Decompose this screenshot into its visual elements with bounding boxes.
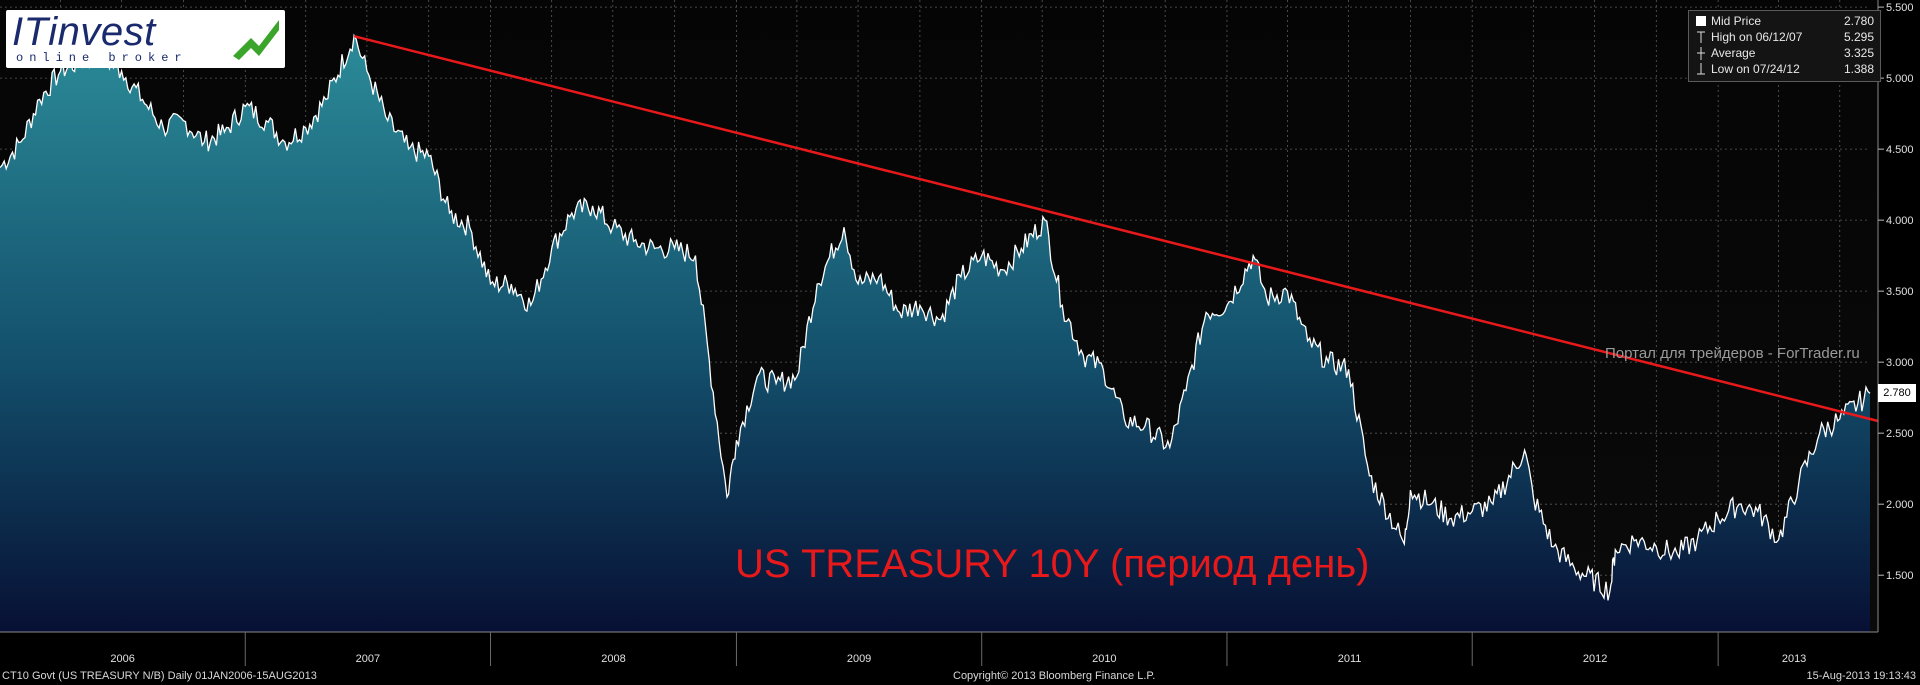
watermark: Портал для трейдеров - ForTrader.ru: [1605, 345, 1860, 362]
legend-label: Low on 07/24/12: [1711, 62, 1800, 76]
legend-row-low: Low on 07/24/12 1.388: [1695, 61, 1874, 77]
footer: CT10 Govt (US TREASURY N/B) Daily 01JAN2…: [0, 668, 1920, 685]
logo-mark-icon: [233, 20, 279, 60]
legend-value: 1.388: [1843, 62, 1874, 76]
trendline: [353, 35, 1879, 423]
x-tick-label: 2013: [1782, 653, 1806, 665]
y-tick-label: 5.000: [1886, 73, 1914, 85]
x-tick-label: 2007: [356, 653, 380, 665]
legend-label: High on 06/12/07: [1711, 30, 1803, 44]
y-tick-label: 2.500: [1886, 428, 1914, 440]
legend: Mid Price 2.780 High on 06/12/07 5.295 A…: [1688, 10, 1881, 82]
price-line: [0, 33, 1871, 601]
legend-value: 5.295: [1843, 30, 1874, 44]
y-axis: 1.500 2.000 2.500 3.000 3.500 4.000 4.500 5.000…: [1877, 0, 1914, 632]
x-tick-label: 2009: [847, 653, 871, 665]
x-tick-label: 2010: [1092, 653, 1116, 665]
logo: ITinvest online broker: [6, 10, 285, 68]
y-tick-label: 1.500: [1886, 570, 1914, 582]
x-tick-label: 2011: [1338, 653, 1362, 665]
legend-row-high: High on 06/12/07 5.295: [1695, 29, 1874, 45]
footer-timestamp: 15-Aug-2013 19:13:43: [1806, 670, 1916, 682]
x-axis-band: [0, 632, 1878, 668]
y-tick-label: 4.500: [1886, 144, 1914, 156]
y-tick-label: 3.500: [1886, 286, 1914, 298]
y-tick-label: 3.000: [1886, 357, 1914, 369]
footer-copyright: Copyright© 2013 Bloomberg Finance L.P.: [953, 670, 1156, 682]
x-tick-label: 2006: [110, 653, 134, 665]
legend-row-mid-price: Mid Price 2.780: [1695, 13, 1874, 29]
legend-value: 2.780: [1843, 14, 1874, 28]
price-area-fill: [0, 35, 1870, 632]
square-icon: [1695, 13, 1707, 29]
y-tick-label: 2.000: [1886, 499, 1914, 511]
x-axis: 2006 2007 2008 2009 2010 2011 2012 2013: [0, 631, 1878, 668]
last-price-tag: 2.780: [1878, 384, 1916, 403]
legend-label: Average: [1711, 46, 1756, 60]
low-marker-icon: [1695, 61, 1707, 77]
chart-title: US TREASURY 10Y (период день): [735, 542, 1369, 586]
legend-row-average: Average 3.325: [1695, 45, 1874, 61]
x-tick-label: 2008: [601, 653, 625, 665]
legend-label: Mid Price: [1711, 14, 1762, 28]
logo-name: ITinvest: [12, 10, 156, 54]
logo-tagline: online broker: [16, 51, 188, 65]
footer-security: CT10 Govt (US TREASURY N/B) Daily 01JAN2…: [2, 670, 317, 682]
y-tick-label: 5.500: [1886, 2, 1914, 14]
average-marker-icon: [1695, 45, 1707, 61]
y-tick-label: 4.000: [1886, 215, 1914, 227]
x-tick-label: 2012: [1583, 653, 1607, 665]
high-marker-icon: [1695, 29, 1707, 45]
legend-value: 3.325: [1843, 46, 1874, 60]
